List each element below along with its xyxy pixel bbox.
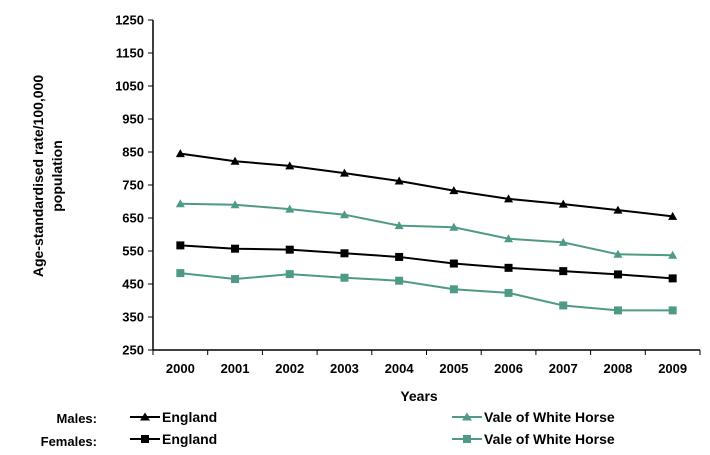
legend-triangle-icon <box>462 412 472 421</box>
legend-entry-males-england: England <box>130 409 217 425</box>
data-point-triangle <box>230 200 240 209</box>
data-point-triangle <box>285 161 295 170</box>
y-tick-label: 250 <box>122 343 144 358</box>
legend-group-males: Males: <box>57 411 97 426</box>
y-tick-label: 350 <box>122 310 144 325</box>
series-males-vale-of-white-horse <box>175 199 678 259</box>
y-tick-label: 850 <box>122 145 144 160</box>
series-females-england <box>176 241 677 283</box>
y-tick-label: 950 <box>122 112 144 127</box>
legend-square-icon <box>141 435 149 443</box>
data-point-triangle <box>558 237 568 246</box>
data-point-triangle <box>339 210 349 219</box>
data-point-triangle <box>558 199 568 208</box>
x-tick-label: 2000 <box>166 361 195 376</box>
data-point-triangle <box>504 234 514 243</box>
x-tick-label: 2008 <box>603 361 632 376</box>
legend: Males: Females: England Vale of White Ho… <box>41 409 615 449</box>
data-point-triangle <box>339 168 349 177</box>
x-ticks: 2000 2001 2002 2003 2004 2005 2006 2007 2008 2009 <box>152 350 701 376</box>
data-point-square <box>395 252 404 261</box>
y-tick-label: 1250 <box>115 13 144 28</box>
x-axis-title: Years <box>400 388 438 404</box>
series-males-england <box>175 149 678 220</box>
y-axis-title-line1: Age-standardised rate/100,000 <box>30 75 46 278</box>
y-tick-label: 1150 <box>116 46 144 61</box>
data-point-square <box>668 274 677 283</box>
series-layer <box>175 149 678 315</box>
data-point-triangle <box>668 211 678 220</box>
series-line-females-england <box>180 244 673 280</box>
data-point-square <box>176 269 185 278</box>
x-tick-label: 2005 <box>439 361 468 376</box>
data-point-triangle <box>394 176 404 185</box>
data-point-square <box>340 273 349 282</box>
data-point-triangle <box>668 250 678 259</box>
data-point-triangle <box>230 156 240 165</box>
x-tick-label: 2006 <box>494 361 523 376</box>
data-point-square <box>559 267 568 276</box>
legend-label-females-vowh: Vale of White Horse <box>484 431 615 447</box>
data-point-triangle <box>449 186 459 195</box>
legend-group-females: Females: <box>41 434 97 449</box>
data-point-square <box>504 288 513 297</box>
legend-triangle-icon <box>140 412 150 421</box>
y-tick-label: 750 <box>122 178 144 193</box>
data-point-square <box>504 263 513 272</box>
data-point-triangle <box>613 249 623 258</box>
data-point-triangle <box>285 204 295 213</box>
data-point-square <box>613 306 622 315</box>
data-point-square <box>449 285 458 294</box>
data-point-square <box>231 275 240 284</box>
data-point-square <box>668 306 677 315</box>
data-point-triangle <box>394 221 404 230</box>
legend-entry-females-england: England <box>130 431 217 447</box>
data-point-triangle <box>504 194 514 203</box>
data-point-square <box>613 270 622 279</box>
y-axis-title-line2: population <box>49 140 65 212</box>
x-tick-label: 2007 <box>549 361 578 376</box>
data-point-triangle <box>613 205 623 214</box>
data-point-square <box>285 270 294 279</box>
legend-entry-females-vowh: Vale of White Horse <box>452 431 615 447</box>
data-point-square <box>449 259 458 268</box>
data-point-triangle <box>449 222 459 231</box>
y-ticks: 250 350 450 550 650 750 850 950 1050 1150 1250 <box>115 13 153 358</box>
series-line-females-vale-of-white-horse <box>180 272 673 312</box>
legend-entry-males-vowh: Vale of White Horse <box>452 409 615 425</box>
data-point-square <box>285 245 294 254</box>
series-females-vale-of-white-horse <box>176 269 677 315</box>
data-point-square <box>176 241 185 250</box>
x-tick-label: 2001 <box>221 361 250 376</box>
legend-label-males-england: England <box>162 409 217 425</box>
y-tick-label: 450 <box>122 277 144 292</box>
x-tick-label: 2009 <box>658 361 687 376</box>
data-point-square <box>231 244 240 253</box>
series-line-males-england <box>180 152 673 218</box>
legend-label-males-vowh: Vale of White Horse <box>484 409 615 425</box>
y-tick-label: 1050 <box>115 79 144 94</box>
data-point-triangle <box>175 199 185 208</box>
data-point-triangle <box>175 149 185 158</box>
series-line-males-vale-of-white-horse <box>180 202 673 257</box>
data-point-square <box>340 249 349 258</box>
legend-label-females-england: England <box>162 431 217 447</box>
x-tick-label: 2003 <box>330 361 359 376</box>
data-point-square <box>559 301 568 310</box>
y-tick-label: 550 <box>122 244 144 259</box>
y-tick-label: 650 <box>122 211 144 226</box>
x-tick-label: 2004 <box>385 361 415 376</box>
data-point-square <box>395 276 404 285</box>
legend-square-icon <box>463 435 471 443</box>
x-tick-label: 2002 <box>275 361 304 376</box>
